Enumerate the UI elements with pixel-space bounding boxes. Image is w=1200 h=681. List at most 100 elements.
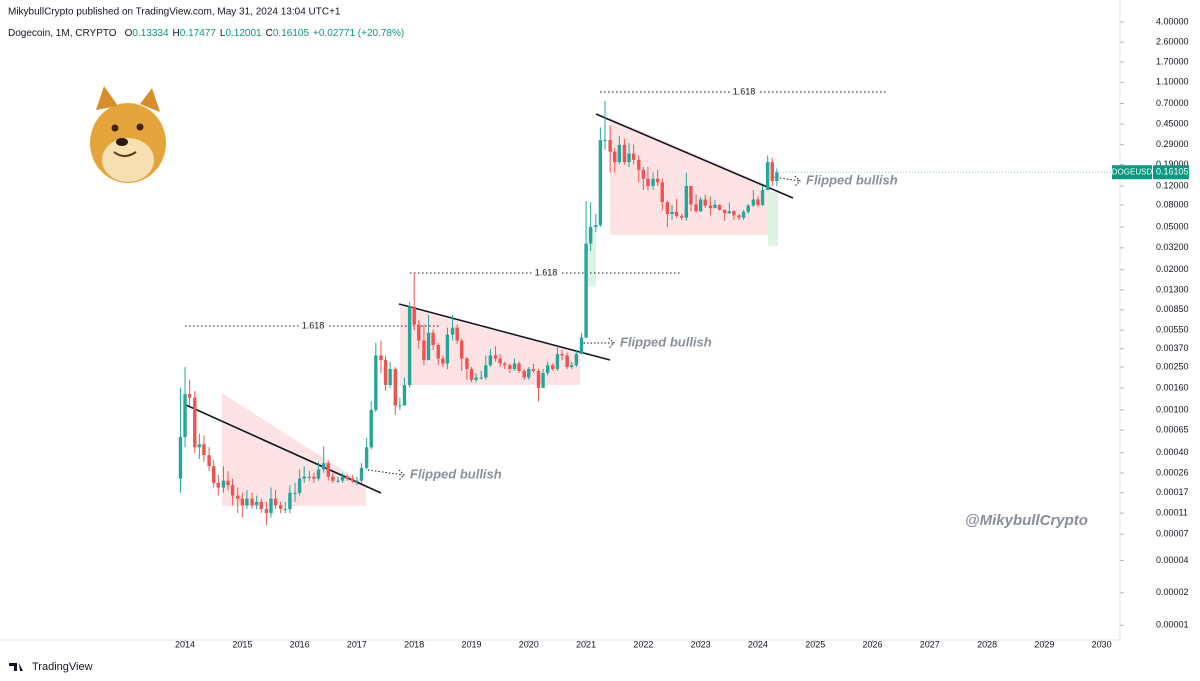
candle-body	[321, 463, 326, 470]
legend-key: H	[173, 28, 180, 39]
fib-label-bg	[730, 86, 758, 98]
candle-body	[202, 444, 206, 456]
candle-body	[517, 363, 521, 371]
y-tick-label: 0.00550	[1156, 325, 1189, 335]
candle-body	[493, 355, 498, 359]
y-tick-label: 0.00100	[1156, 404, 1189, 414]
price-value-box	[1153, 165, 1189, 180]
candle-body	[488, 355, 493, 366]
candle-body	[436, 345, 440, 359]
candle-body	[555, 354, 560, 369]
candle-body	[345, 476, 349, 479]
y-tick-label: 0.00004	[1156, 555, 1189, 565]
candle-body	[455, 327, 459, 341]
y-tick-label: 0.19000	[1156, 159, 1189, 169]
candle-body	[622, 144, 627, 163]
candle-body	[379, 355, 383, 361]
doge-logo	[90, 86, 166, 183]
x-tick-label: 2016	[290, 639, 310, 649]
watermark: @MikybullCrypto	[965, 512, 1088, 529]
candle-body	[398, 405, 402, 407]
candle-body	[579, 337, 584, 355]
x-tick-label: 2030	[1092, 639, 1112, 649]
y-tick-label: 0.45000	[1156, 119, 1189, 129]
candle-body	[288, 492, 292, 510]
x-tick-label: 2021	[576, 639, 596, 649]
candle-body	[584, 243, 588, 338]
tv-logo	[9, 663, 23, 671]
note-arrowhead	[794, 175, 801, 187]
candle-body	[369, 409, 373, 448]
candle-body	[364, 447, 369, 468]
candle-body	[760, 190, 765, 205]
y-tick-label: 0.00011	[1156, 508, 1188, 518]
candle-body	[312, 476, 316, 479]
candle-body	[665, 202, 670, 214]
candle-body	[545, 365, 550, 374]
y-tick-label: 0.12000	[1156, 180, 1189, 190]
note-arrow	[367, 469, 405, 476]
candle-body	[465, 358, 469, 369]
candle-body	[407, 306, 412, 386]
candle-body	[627, 153, 631, 163]
candle-body	[594, 225, 598, 227]
candle-body	[474, 377, 478, 380]
fib-label-bg	[532, 267, 560, 279]
candle-body	[187, 394, 192, 398]
legend-value: 0.13334	[132, 28, 169, 39]
candle-body	[417, 324, 421, 341]
legend-key: L	[220, 28, 226, 39]
note: Flipped bullish	[410, 466, 502, 481]
candle-body	[588, 226, 593, 244]
candle-body	[336, 480, 340, 482]
y-tick-label: 0.29000	[1156, 139, 1189, 149]
candle-body	[613, 151, 617, 163]
candle-body	[445, 334, 450, 364]
candle-body	[460, 340, 464, 359]
y-tick-label: 0.00370	[1156, 343, 1189, 353]
candle-body	[484, 365, 488, 378]
x-tick-label: 2014	[175, 639, 195, 649]
candle-body	[684, 185, 689, 218]
footer: TradingView	[32, 661, 93, 673]
y-tick-label: 0.00007	[1156, 529, 1189, 539]
shading	[222, 118, 778, 506]
candle-body	[746, 205, 750, 212]
candle-body	[655, 178, 660, 183]
candle-body	[703, 199, 707, 206]
candle-body	[708, 205, 713, 208]
candle-body	[479, 377, 483, 379]
candle-body	[211, 466, 216, 483]
candle-body	[565, 355, 569, 368]
candle-body	[431, 332, 435, 346]
x-tick-label: 2017	[347, 639, 367, 649]
candle-body	[279, 505, 283, 510]
shade-area	[610, 118, 770, 235]
y-tick-label: 1.70000	[1156, 56, 1189, 66]
shade-area	[222, 393, 366, 506]
y-tick-label: 0.70000	[1156, 98, 1189, 108]
candle-body	[259, 501, 263, 510]
candle-body	[422, 340, 426, 361]
x-tick-label: 2026	[862, 639, 882, 649]
x-tick-label: 2018	[404, 639, 424, 649]
candle-body	[402, 385, 407, 406]
candle-body	[531, 368, 536, 371]
candle-body	[617, 144, 621, 163]
candle-body	[183, 394, 187, 438]
candle-body	[608, 140, 612, 152]
candle-body	[723, 209, 727, 214]
fib-label-bg	[299, 320, 327, 332]
candle-body	[732, 211, 736, 216]
candle-body	[193, 397, 197, 448]
legend-value: 0.16105	[273, 28, 310, 39]
candle-body	[240, 498, 245, 506]
legend-key: O	[125, 28, 133, 39]
candle-body	[331, 476, 335, 481]
candle-body	[269, 498, 273, 514]
candle-body	[359, 467, 364, 481]
candle-body	[297, 478, 302, 493]
y-tick-label: 0.00065	[1156, 424, 1189, 434]
candle-body	[412, 306, 416, 325]
y-tick-label: 4.00000	[1156, 16, 1189, 26]
